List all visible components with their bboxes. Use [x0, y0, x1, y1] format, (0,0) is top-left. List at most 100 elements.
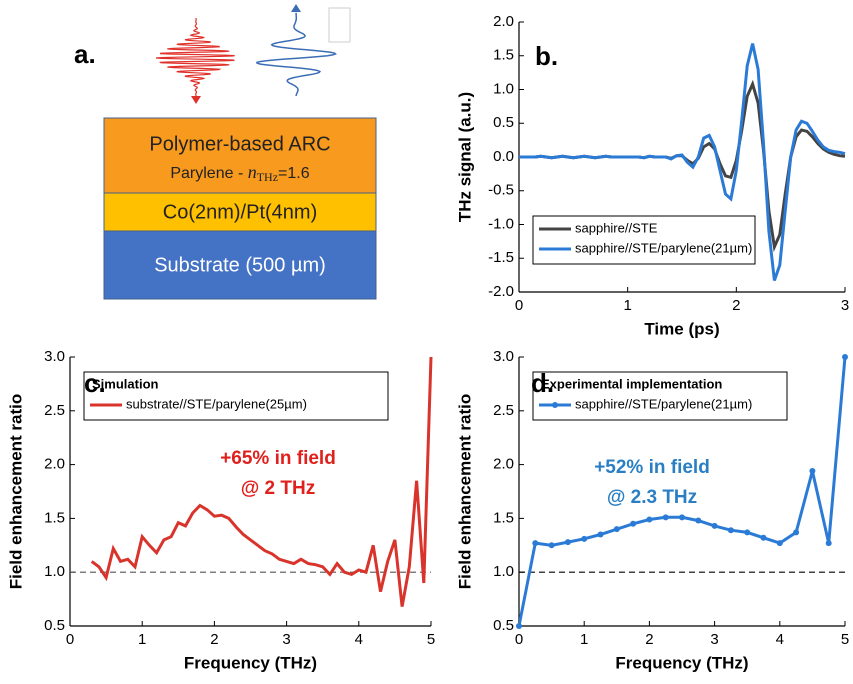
red-pulse — [155, 18, 235, 98]
y-tick-label: 1.0 — [44, 563, 65, 580]
marker — [581, 535, 588, 542]
y-tick-label: 2.0 — [493, 13, 514, 30]
marker — [679, 514, 685, 521]
marker — [809, 468, 816, 475]
y-tick-label: 0.5 — [493, 114, 514, 131]
y-tick-label: 2.0 — [493, 456, 514, 473]
x-tick-label: 5 — [841, 631, 849, 648]
legend-label: sapphire//STE/parylene(21µm) — [575, 396, 752, 411]
marker — [727, 527, 734, 534]
y-axis-label: Field enhancement ratio — [455, 394, 474, 590]
y-tick-label: 1.0 — [493, 563, 514, 580]
marker — [564, 539, 571, 546]
blue-pulse — [255, 12, 337, 97]
x-tick-label: 0 — [66, 631, 74, 648]
layer-label: Substrate (500 µm) — [154, 254, 326, 276]
placeholder-box — [328, 7, 351, 43]
layer-label: Polymer-based ARC — [149, 133, 330, 155]
y-tick-label: 0.5 — [493, 617, 514, 634]
x-tick-label: 2 — [210, 631, 218, 648]
layer-note: Parylene - nTHz=1.6 — [170, 162, 309, 184]
note-suffix: =1.6 — [278, 165, 310, 182]
x-tick-label: 0 — [515, 297, 523, 314]
x-tick-label: 3 — [710, 631, 718, 648]
marker — [646, 516, 653, 523]
panel-label: c. — [84, 368, 106, 398]
arc-layer — [103, 117, 377, 194]
x-tick-label: 1 — [138, 631, 146, 648]
marker — [776, 540, 783, 547]
legend-label: sapphire//STE — [575, 220, 658, 235]
metal-layer — [103, 192, 377, 232]
annotation: @ 2.3 THz — [607, 487, 697, 508]
y-tick-label: 2.0 — [44, 456, 65, 473]
y-tick-label: 3.0 — [44, 348, 65, 365]
x-tick-label: 1 — [580, 631, 588, 648]
annotation: @ 2 THz — [241, 478, 315, 499]
legend-box — [83, 371, 389, 421]
panel-label: b. — [535, 41, 558, 71]
marker — [744, 529, 751, 536]
legend-title: Simulation — [92, 376, 159, 391]
panel: 0.5 1.0 1.5 2.0 2.5 3.0 0 1 2 3 4 5 Frequency (THz) F… — [455, 348, 849, 673]
panel: 0.5 1.0 1.5 2.0 2.5 3.0 0 1 2 3 4 5 Frequency (THz) F… — [6, 348, 435, 673]
marker — [711, 522, 718, 529]
panel-label: d. — [531, 368, 554, 398]
legend-label: sapphire//STE/parylene(21µm) — [575, 240, 752, 255]
legend-title: Experimental implementation — [541, 376, 722, 391]
y-tick-label: 0.5 — [44, 617, 65, 634]
panel: -2.0 -1.5 -1.0 -0.5 0.0 0.5 1.0 1.5 2.0 0 1 2 3 Time … — [455, 13, 849, 339]
annotation: +52% in field — [594, 457, 710, 478]
pulses — [155, 4, 337, 104]
y-tick-label: -1.0 — [488, 215, 514, 232]
x-tick-label: 4 — [355, 631, 363, 648]
x-tick-label: 3 — [282, 631, 290, 648]
x-tick-label: 5 — [427, 631, 435, 648]
legend-box — [532, 215, 756, 265]
x-tick-label: 1 — [623, 297, 631, 314]
y-tick-label: -0.5 — [488, 182, 514, 199]
marker — [760, 534, 767, 541]
layer-label: Co(2nm)/Pt(4nm) — [163, 201, 317, 223]
y-tick-label: 1.5 — [44, 509, 65, 526]
arrow-head — [191, 96, 201, 104]
note-prefix: Parylene - — [170, 165, 247, 182]
y-tick-label: -1.5 — [488, 249, 514, 266]
diagram: a. Polymer-based ARC Parylene - nTHz=1.6… — [74, 4, 377, 300]
marker — [662, 514, 669, 521]
note-symbol: n — [248, 162, 257, 182]
x-tick-label: 3 — [841, 297, 849, 314]
x-tick-label: 2 — [645, 631, 653, 648]
y-tick-label: 2.5 — [44, 402, 65, 419]
marker — [825, 540, 832, 547]
substrate-layer — [103, 230, 377, 300]
y-tick-label: 3.0 — [493, 348, 514, 365]
x-axis-label: Time (ps) — [644, 319, 719, 338]
y-axis-label: Field enhancement ratio — [6, 394, 25, 590]
marker — [516, 623, 522, 629]
x-tick-label: 0 — [515, 631, 523, 648]
note-subscript: THz — [257, 170, 278, 184]
panel-label: a. — [74, 39, 96, 69]
y-tick-label: 1.5 — [493, 47, 514, 64]
marker — [548, 542, 555, 549]
legend-label: substrate//STE/parylene(25µm) — [126, 396, 307, 411]
y-tick-label: 2.5 — [493, 402, 514, 419]
x-tick-label: 2 — [732, 297, 740, 314]
marker — [695, 517, 702, 524]
annotation: +65% in field — [220, 448, 336, 469]
series-line — [519, 43, 846, 281]
y-tick-label: 0.0 — [493, 148, 514, 165]
y-tick-label: -2.0 — [488, 283, 514, 300]
marker — [842, 354, 848, 360]
marker — [793, 529, 800, 536]
marker — [597, 531, 604, 538]
y-tick-label: 1.5 — [493, 509, 514, 526]
y-axis-label: THz signal (a.u.) — [455, 92, 474, 222]
marker — [630, 520, 637, 527]
series-line — [90, 356, 433, 607]
legend-box — [532, 371, 788, 421]
y-tick-label: 1.0 — [493, 80, 514, 97]
legend-marker — [552, 402, 558, 408]
